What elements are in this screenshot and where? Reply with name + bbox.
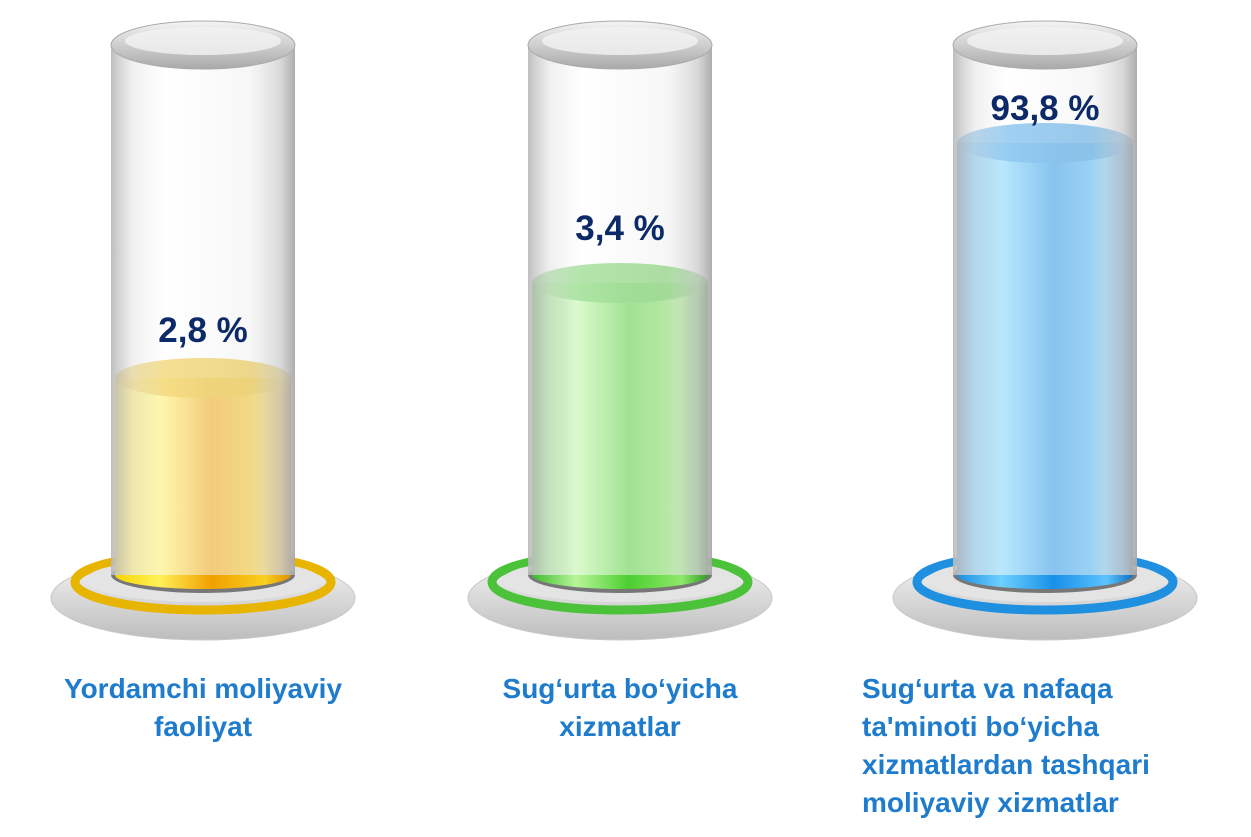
- cylinder: [892, 20, 1198, 641]
- category-label: Sug‘urta bo‘yicha: [503, 673, 738, 704]
- cylinders: 2,8 % Yordamchi moliyaviy faoliyat 3,4 % Sug…: [50, 20, 1198, 818]
- tube: [953, 45, 1137, 575]
- category-label: faoliyat: [154, 711, 252, 742]
- cylinder: [467, 20, 773, 641]
- category-label: ta'minoti bo‘yicha: [862, 711, 1099, 742]
- tube-cap-top: [967, 27, 1123, 55]
- tube-cap-top: [542, 27, 698, 55]
- category-label: xizmatlar: [559, 711, 680, 742]
- category-label: Yordamchi moliyaviy: [64, 673, 342, 704]
- tube: [528, 45, 712, 575]
- category-label: xizmatlardan tashqari: [862, 749, 1150, 780]
- cylinder: [50, 20, 356, 641]
- value-label: 93,8 %: [991, 89, 1100, 128]
- tube: [111, 45, 295, 575]
- tube-cap-top: [125, 27, 281, 55]
- value-label: 2,8 %: [158, 311, 248, 350]
- value-label: 3,4 %: [575, 209, 665, 248]
- category-label: moliyaviy xizmatlar: [862, 787, 1119, 818]
- category-label: Sug‘urta va nafaqa: [862, 673, 1113, 704]
